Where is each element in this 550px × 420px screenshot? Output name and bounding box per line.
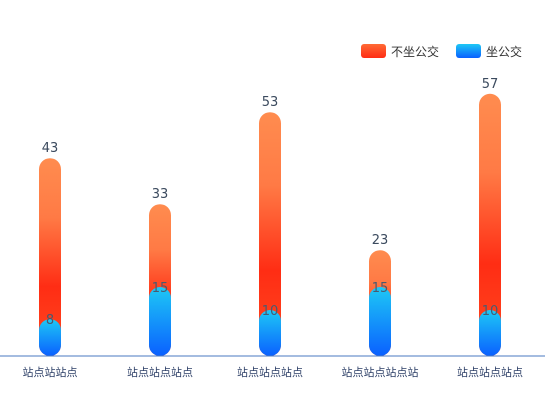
bar-series-1-3[interactable] bbox=[369, 287, 391, 356]
bar-series-0-0[interactable] bbox=[39, 158, 61, 356]
legend-item-series-0[interactable]: 不坐公交 bbox=[361, 44, 439, 59]
legend: 不坐公交 坐公交 bbox=[361, 44, 522, 59]
data-label-series-1-3: 15 bbox=[372, 281, 389, 296]
bar-series-0-4[interactable] bbox=[479, 93, 501, 357]
x-tick-label-2: 站点站点站点 bbox=[237, 365, 303, 379]
bars-layer: 43 8 33 15 53 10 23 15 57 10 bbox=[39, 77, 501, 357]
bar-series-1-0[interactable] bbox=[39, 319, 61, 356]
data-label-series-0-2: 53 bbox=[262, 95, 279, 110]
x-tick-label-3: 站点站点站点站 bbox=[342, 365, 419, 379]
data-label-series-1-0: 8 bbox=[46, 313, 54, 328]
data-label-series-1-2: 10 bbox=[262, 304, 279, 319]
legend-swatch-series-0 bbox=[361, 44, 386, 58]
data-label-series-0-1: 33 bbox=[152, 187, 169, 202]
data-label-series-1-4: 10 bbox=[482, 304, 499, 319]
x-tick-label-4: 站点站点站点 bbox=[457, 365, 523, 379]
bar-series-0-2[interactable] bbox=[259, 112, 281, 356]
legend-swatch-series-1 bbox=[456, 44, 481, 58]
x-tick-label-0: 站点站站点 bbox=[23, 365, 78, 379]
legend-label-series-0: 不坐公交 bbox=[391, 44, 439, 59]
x-axis-ticks: 站点站站点 站点站点站点 站点站点站点 站点站点站点站 站点站点站点 bbox=[23, 365, 524, 379]
bar-series-1-4[interactable] bbox=[479, 310, 501, 356]
data-label-series-0-4: 57 bbox=[482, 77, 499, 92]
legend-label-series-1: 坐公交 bbox=[486, 44, 522, 59]
legend-item-series-1[interactable]: 坐公交 bbox=[456, 44, 522, 59]
data-label-series-1-1: 15 bbox=[152, 281, 169, 296]
bar-series-1-1[interactable] bbox=[149, 287, 171, 356]
x-tick-label-1: 站点站点站点 bbox=[127, 365, 193, 379]
data-label-series-0-3: 23 bbox=[372, 233, 389, 248]
data-label-series-0-0: 43 bbox=[42, 141, 59, 156]
bar-series-1-2[interactable] bbox=[259, 310, 281, 356]
